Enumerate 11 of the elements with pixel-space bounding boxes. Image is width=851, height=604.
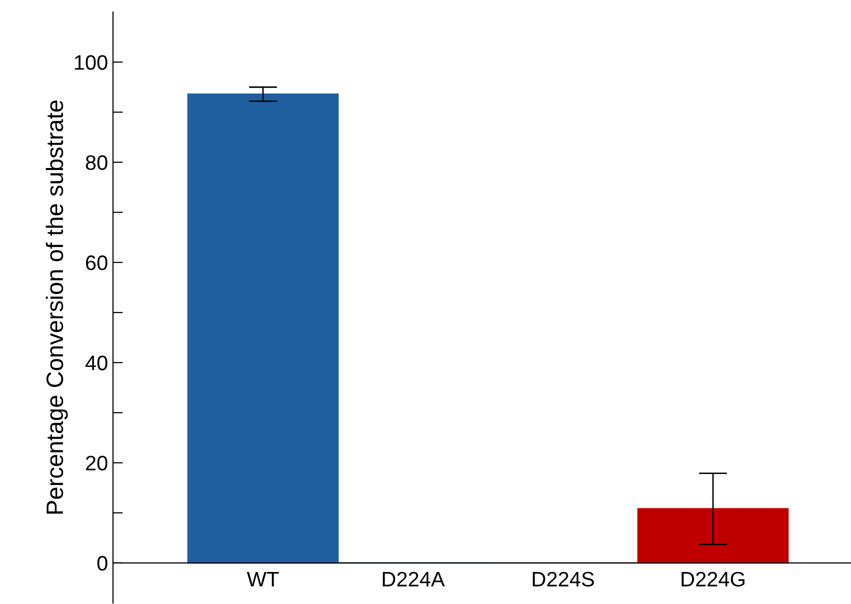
x-tick-label: D224G: [682, 572, 744, 587]
y-tick-label: 40: [85, 356, 108, 370]
x-tick-label: D224S: [532, 572, 594, 587]
y-tick-label: 80: [86, 155, 108, 170]
y-tick-label: 0: [97, 556, 108, 571]
y-tick-label: 20: [86, 456, 108, 471]
x-tick-label: WT: [246, 572, 279, 586]
y-tick-label: 60: [86, 255, 108, 270]
x-tick-label: D224A: [382, 572, 445, 586]
y-axis-title: Percentage Conversion of the substrate: [46, 100, 68, 514]
y-tick-label: 100: [74, 55, 108, 70]
